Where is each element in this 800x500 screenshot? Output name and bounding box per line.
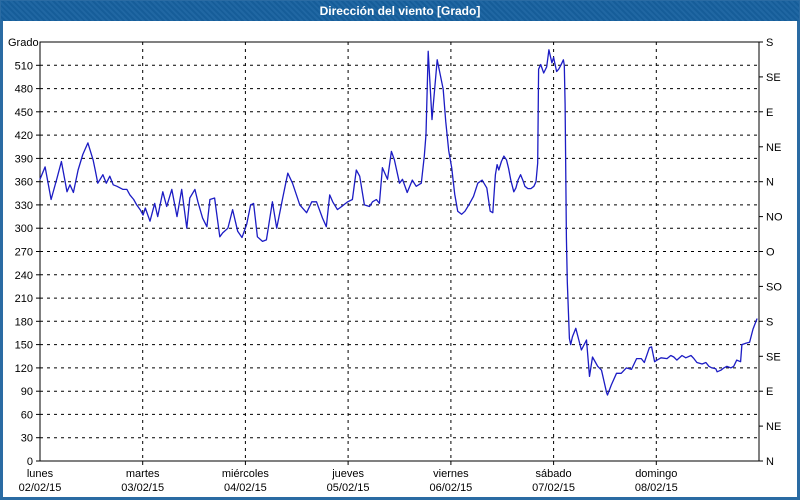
y-left-tick-label: 330 <box>15 200 33 212</box>
y-left-tick-label: 0 <box>27 456 33 468</box>
y-left-tick-label: 390 <box>15 153 33 165</box>
x-day-date: 07/02/15 <box>532 482 575 494</box>
chart-title: Dirección del viento [Grado] <box>319 4 481 18</box>
x-day-date: 02/02/15 <box>19 482 62 494</box>
x-day-name: sábado <box>536 468 572 480</box>
y-left-tick-label: 300 <box>15 223 33 235</box>
y-left-tick-label: 90 <box>21 386 33 398</box>
y-left-tick-label: 60 <box>21 409 33 421</box>
x-day-date: 06/02/15 <box>429 482 472 494</box>
x-day-name: domingo <box>635 468 677 480</box>
x-day-date: 05/02/15 <box>327 482 370 494</box>
y-left-tick-label: 480 <box>15 84 33 96</box>
title-bar: Dirección del viento [Grado] <box>1 1 799 21</box>
x-day-name: viernes <box>433 468 469 480</box>
y-right-tick-label: NO <box>766 212 783 224</box>
y-right-tick-label: S <box>766 37 773 49</box>
y-axis-title: Grado <box>8 37 39 49</box>
y-left-tick-label: 210 <box>15 293 33 305</box>
y-left-tick-label: 450 <box>15 107 33 119</box>
y-left-tick-label: 240 <box>15 270 33 282</box>
x-day-name: miércoles <box>222 468 270 480</box>
wind-direction-line <box>39 49 758 396</box>
x-day-date: 08/02/15 <box>635 482 678 494</box>
x-day-date: 04/02/15 <box>224 482 267 494</box>
y-right-tick-label: NE <box>766 142 781 154</box>
y-right-tick-label: N <box>766 456 774 468</box>
y-left-tick-label: 120 <box>15 363 33 375</box>
y-left-tick-label: 420 <box>15 130 33 142</box>
x-day-name: martes <box>126 468 160 480</box>
y-right-tick-label: SO <box>766 281 782 293</box>
y-left-tick-label: 180 <box>15 316 33 328</box>
y-right-tick-label: SE <box>766 72 781 84</box>
x-day-name: lunes <box>27 468 54 480</box>
y-right-tick-label: E <box>766 386 773 398</box>
y-right-tick-label: E <box>766 107 773 119</box>
plot-border <box>39 41 760 462</box>
x-day-name: jueves <box>331 468 364 480</box>
y-right-tick-label: O <box>766 247 775 259</box>
plot-generated-content: 0 30 60 90 120 150 180 210 240 270 300 330 360 390 420… <box>15 37 783 494</box>
y-left-tick-label: 150 <box>15 340 33 352</box>
y-left-tick-label: 30 <box>21 433 33 445</box>
y-left-tick-label: 270 <box>15 247 33 259</box>
y-right-tick-label: NE <box>766 421 781 433</box>
y-right-tick-label: S <box>766 316 773 328</box>
y-right-tick-label: SE <box>766 351 781 363</box>
y-left-tick-label: 360 <box>15 177 33 189</box>
x-day-date: 03/02/15 <box>121 482 164 494</box>
y-left-tick-label: 510 <box>15 60 33 72</box>
y-right-tick-label: N <box>766 177 774 189</box>
